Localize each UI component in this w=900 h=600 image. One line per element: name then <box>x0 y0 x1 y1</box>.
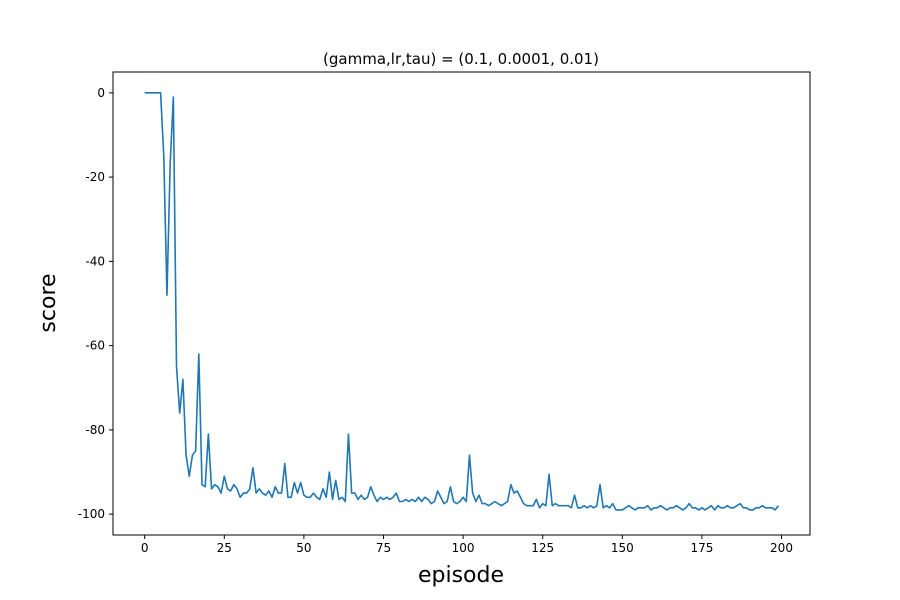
x-axis-label: episode <box>418 563 504 588</box>
x-tick-label: 100 <box>452 541 475 555</box>
x-tick-label: 50 <box>296 541 311 555</box>
plot-frame <box>112 71 811 536</box>
x-tick-label: 175 <box>690 541 713 555</box>
y-tick-label: -60 <box>85 339 105 353</box>
x-tick-label: 200 <box>770 541 793 555</box>
y-tick-label: -20 <box>85 170 105 184</box>
x-tick-label: 150 <box>611 541 634 555</box>
x-tick-label: 25 <box>217 541 232 555</box>
x-tick-label: 125 <box>531 541 554 555</box>
y-tick-label: -40 <box>85 254 105 268</box>
y-axis-label: score <box>36 273 61 332</box>
y-tick-label: 0 <box>97 86 105 100</box>
x-tick-label: 0 <box>141 541 149 555</box>
y-tick-label: -100 <box>78 507 105 521</box>
data-line <box>144 92 779 511</box>
chart-title: (gamma,lr,tau) = (0.1, 0.0001, 0.01) <box>323 50 599 68</box>
x-tick-label: 75 <box>376 541 391 555</box>
y-tick-label: -80 <box>85 423 105 437</box>
